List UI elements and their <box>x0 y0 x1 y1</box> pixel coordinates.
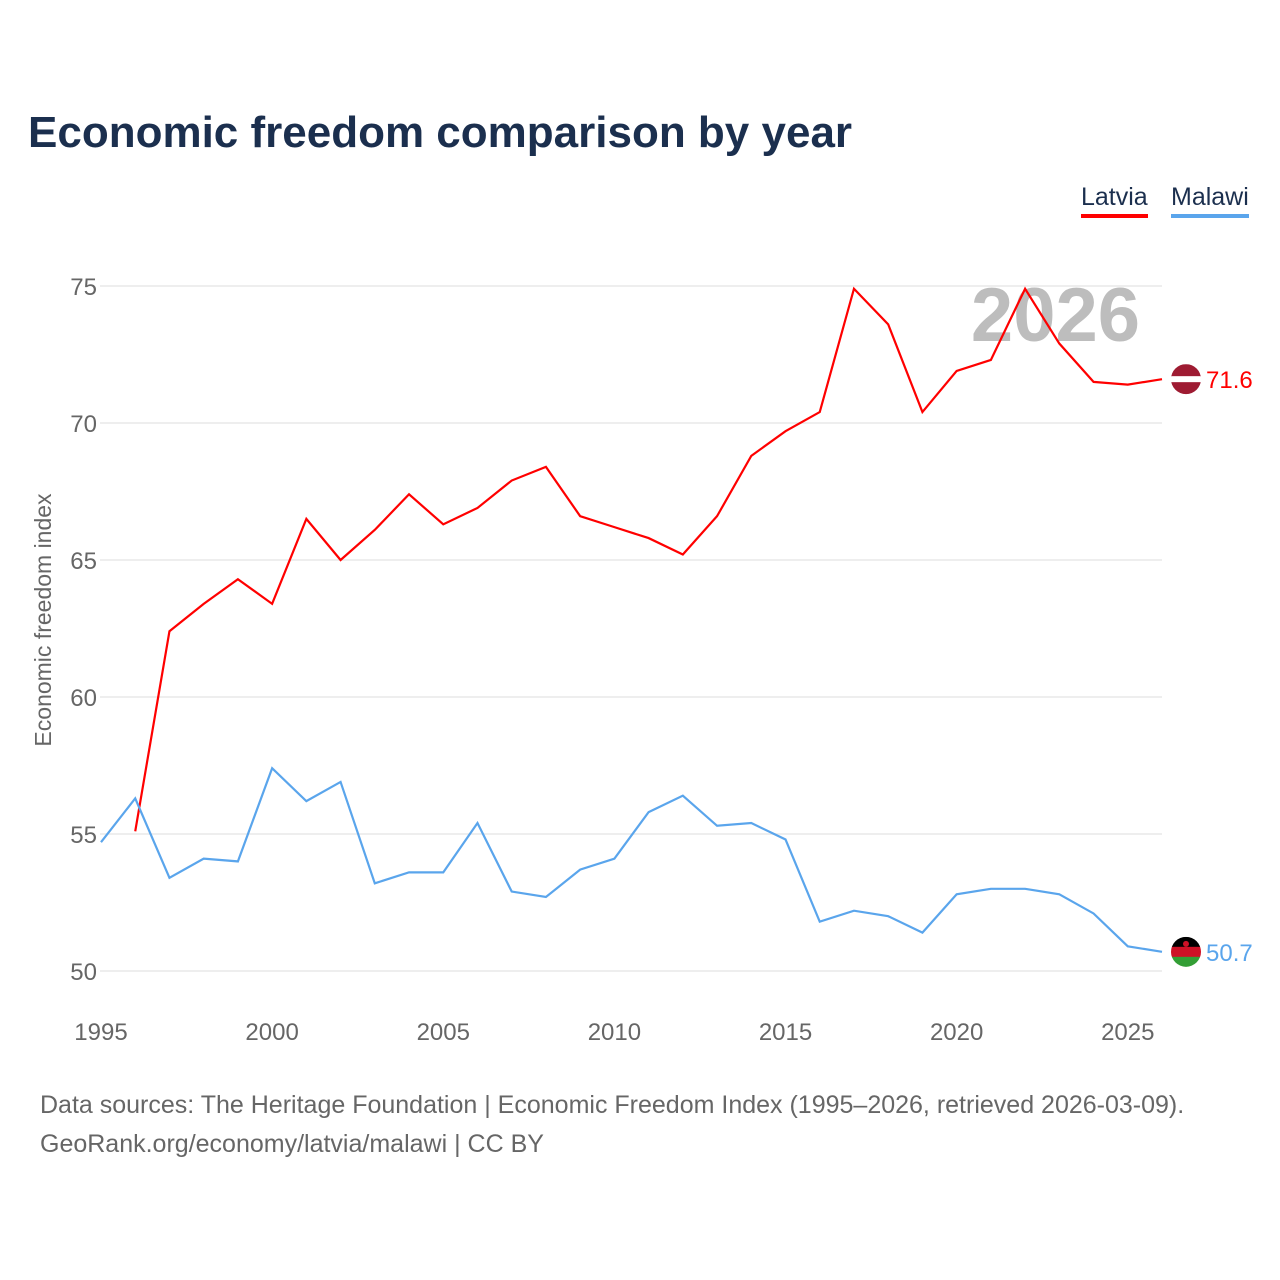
y-axis-label: Economic freedom index <box>30 493 56 747</box>
flag-icon-latvia <box>1171 364 1201 395</box>
x-tick-label: 1995 <box>74 1019 127 1046</box>
series-line-latvia <box>134 286 1163 832</box>
y-tick-label: 50 <box>70 959 97 986</box>
series-line-malawi <box>100 766 1163 953</box>
x-tick-label: 2010 <box>588 1019 641 1046</box>
legend-item-malawi[interactable]: Malawi <box>1171 183 1249 218</box>
x-tick-label: 2005 <box>417 1019 470 1046</box>
data-sources: Data sources: The Heritage Foundation | … <box>40 1086 1184 1164</box>
legend-item-latvia[interactable]: Latvia <box>1081 183 1148 218</box>
y-tick-label: 75 <box>70 274 97 301</box>
y-tick-label: 60 <box>70 685 97 712</box>
y-tick-label: 55 <box>70 822 97 849</box>
year-watermark: 2026 <box>971 273 1140 358</box>
chart-title: Economic freedom comparison by year <box>28 108 853 157</box>
flag-icon-malawi <box>1171 936 1201 967</box>
end-value-label-latvia: 71.6 <box>1206 367 1253 394</box>
x-tick-label: 2025 <box>1101 1019 1154 1046</box>
source-line-2[interactable]: GeoRank.org/economy/latvia/malawi | CC B… <box>40 1130 544 1158</box>
x-tick-label: 2020 <box>930 1019 983 1046</box>
y-tick-label: 65 <box>70 548 97 575</box>
end-value-label-malawi: 50.7 <box>1206 940 1253 967</box>
x-tick-label: 2000 <box>245 1019 298 1046</box>
x-tick-label: 2015 <box>759 1019 812 1046</box>
y-tick-label: 70 <box>70 411 97 438</box>
source-line-1: Data sources: The Heritage Foundation | … <box>40 1091 1185 1119</box>
